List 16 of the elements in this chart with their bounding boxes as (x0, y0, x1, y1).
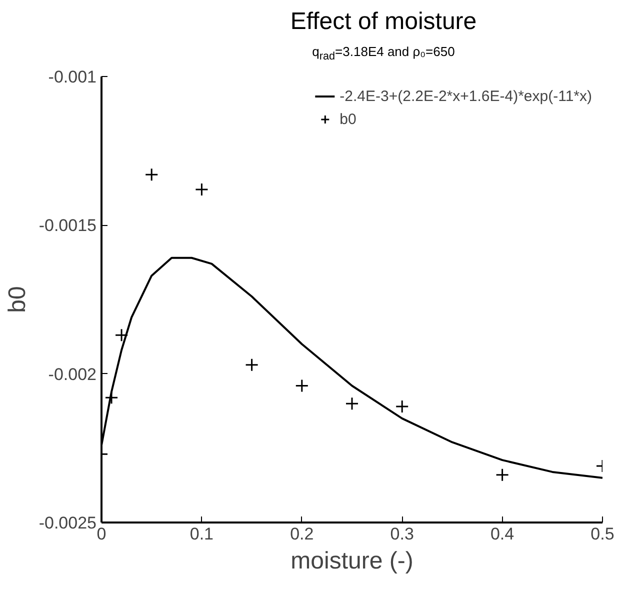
x-axis-title: moisture (-) (290, 548, 414, 574)
x-tick-label: 0.3 (390, 524, 414, 544)
chart-subtitle: q$_{rad}$=3.18E4 and ρ₀=650 (312, 43, 455, 65)
legend-label: -2.4E-3+(2.2E-2*x+1.6E-4)*exp(-11*x) (340, 88, 592, 104)
chart-title: Effect of moisture (290, 7, 477, 37)
x-tick-label: 0.5 (590, 524, 614, 544)
x-tick-label: 0.4 (490, 524, 514, 544)
y-tick-label: -0.0025 (38, 514, 97, 532)
y-axis-title: b0 (4, 286, 31, 313)
y-tick-label: -0.0015 (38, 216, 97, 236)
x-tick-label: 0 (96, 524, 106, 544)
y-tick-label: -0.001 (48, 68, 96, 86)
legend-label: b0 (340, 110, 358, 128)
y-tick-label: -0.002 (48, 364, 96, 384)
x-tick-label: 0.2 (290, 524, 314, 544)
x-tick-label: 0.1 (190, 524, 214, 544)
